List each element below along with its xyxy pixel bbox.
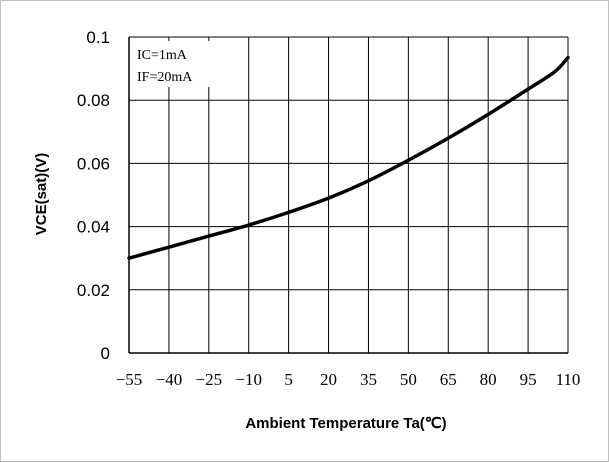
legend-if: IF=20mA [137,70,193,85]
y-tick-label-3: 0.06 [77,154,110,173]
x-tick-label-11: 110 [556,370,581,389]
x-tick-label-8: 65 [440,370,457,389]
x-tick-label-10: 95 [520,370,537,389]
x-tick-label-6: 35 [360,370,377,389]
x-tick-label-5: 20 [320,370,337,389]
y-axis-title: VCE(sat)(V) [33,153,50,236]
x-tick-label-4: 5 [284,370,293,389]
series-layer [127,55,570,260]
legend: IC=1mA IF=20mA [134,41,216,87]
x-tick-label-7: 50 [400,370,417,389]
x-tick-label-9: 80 [480,370,497,389]
series-line-0 [127,55,570,260]
legend-box [134,41,216,87]
y-tick-labels: 0 0.02 0.04 0.06 0.08 0.1 [77,28,110,363]
y-tick-label-4: 0.08 [77,91,110,110]
y-tick-label-2: 0.04 [77,218,110,237]
legend-ic: IC=1mA [137,48,188,63]
x-tick-label-3: −10 [235,370,262,389]
y-tick-label-5: 0.1 [86,28,110,47]
x-tick-labels: −55 −40 −25 −10 5 20 35 50 65 80 95 110 [116,370,581,389]
y-tick-label-0: 0 [101,344,110,363]
axes [128,37,568,354]
x-tick-label-1: −40 [156,370,183,389]
x-axis-title: Ambient Temperature Ta(℃) [245,415,446,432]
x-tick-label-0: −55 [116,370,143,389]
x-tick-label-2: −25 [196,370,223,389]
y-tick-label-1: 0.02 [77,281,110,300]
